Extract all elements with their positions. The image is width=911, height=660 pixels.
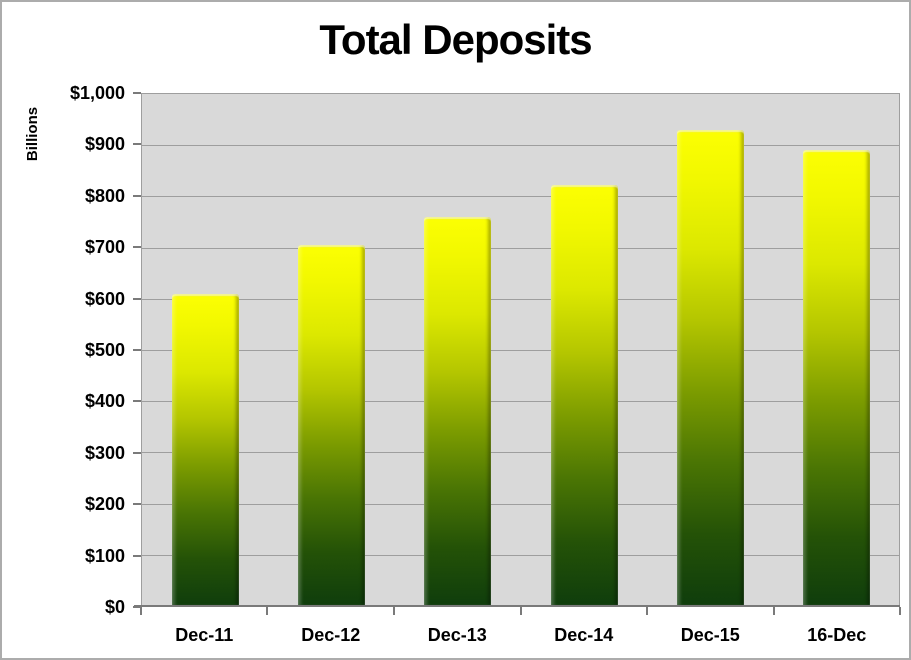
gridline <box>142 554 899 556</box>
x-tick-label: Dec-14 <box>554 625 614 645</box>
plot-area <box>134 93 900 607</box>
x-tick-label: Dec-11 <box>175 625 234 645</box>
y-tick-label: $800 <box>84 185 125 206</box>
chart-title: Total Deposits <box>319 16 592 63</box>
x-axis-line <box>134 605 900 607</box>
y-tick-label: $500 <box>84 340 125 360</box>
gridline <box>142 196 899 198</box>
y-tick-mark <box>133 246 141 249</box>
y-tick-label: $300 <box>84 442 125 463</box>
y-tick-mark <box>133 349 141 351</box>
x-tick-mark <box>519 607 522 615</box>
y-tick-label: $100 <box>84 545 125 566</box>
bar-dec-11 <box>172 293 240 606</box>
bar-16-dec <box>802 150 870 606</box>
bar-dec-13 <box>424 216 492 606</box>
bar-dec-12 <box>298 245 366 606</box>
y-tick-label: $0 <box>104 597 125 617</box>
y-tick-mark <box>133 606 141 608</box>
x-tick-label: Dec-15 <box>680 625 740 645</box>
x-tick-mark <box>140 607 142 615</box>
y-tick-mark <box>133 554 141 557</box>
x-tick-label: Dec-12 <box>301 625 361 645</box>
y-tick-mark <box>133 194 141 197</box>
gridline <box>142 401 899 403</box>
y-axis: $0 $100 $200 $300 $400 $500 $600 $700 $800 $900 $1… <box>2 83 141 617</box>
y-tick-label: $1,000 <box>69 83 125 103</box>
gridline <box>142 247 899 249</box>
gridline <box>142 350 899 351</box>
y-tick-label: $900 <box>84 134 125 155</box>
gridline <box>142 298 899 300</box>
y-tick-mark <box>133 297 141 300</box>
gridline <box>142 145 899 147</box>
y-tick-mark <box>133 143 141 146</box>
gridline <box>142 452 899 454</box>
x-axis: Dec-11 Dec-12 Dec-13 Dec-14 Dec-15 16-Dec <box>140 607 901 658</box>
x-tick-mark <box>645 607 648 615</box>
y-tick-mark <box>133 503 141 506</box>
y-tick-mark <box>133 400 141 403</box>
y-tick-label: $200 <box>84 494 125 515</box>
y-tick-label: $400 <box>84 391 125 412</box>
y-tick-mark <box>133 92 141 94</box>
x-tick-mark <box>899 607 901 615</box>
x-tick-mark <box>772 607 775 615</box>
bar-dec-15 <box>676 129 744 606</box>
x-tick-mark <box>392 607 395 615</box>
gridline <box>142 503 899 505</box>
x-tick-label: Dec-13 <box>427 625 487 645</box>
y-tick-label: $600 <box>84 288 125 309</box>
x-tick-mark <box>266 607 269 615</box>
y-tick-mark <box>133 451 141 454</box>
y-tick-label: $700 <box>84 237 125 258</box>
x-tick-label: 16-Dec <box>807 625 867 645</box>
bar-dec-14 <box>550 184 618 606</box>
